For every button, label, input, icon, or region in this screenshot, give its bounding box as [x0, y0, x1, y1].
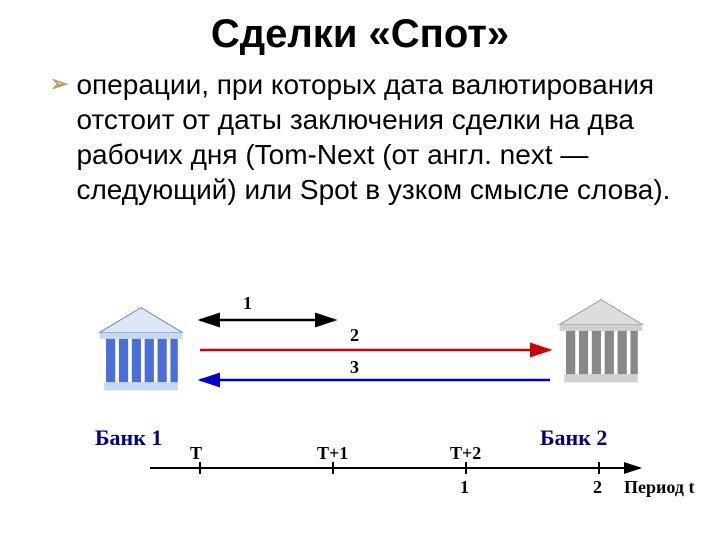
bullet-text: операции, при которых дата валютирования… — [76, 67, 680, 207]
bullet-marker: ➢ — [50, 67, 68, 97]
bottom-1: 1 — [460, 477, 469, 498]
bottom-2: 2 — [593, 477, 602, 498]
arrow3-label: 3 — [350, 357, 359, 378]
bank2-label: Банк 2 — [540, 425, 607, 451]
bullet-block: ➢ операции, при которых дата валютирован… — [0, 57, 720, 207]
arrows-svg — [0, 295, 720, 535]
bank1-label: Банк 1 — [95, 425, 162, 451]
page-title: Сделки «Спот» — [0, 0, 720, 57]
arrow2-label: 2 — [350, 325, 359, 346]
arrow1-label: 1 — [243, 293, 252, 314]
tick-T: T — [190, 443, 202, 464]
tick-T2: T+2 — [450, 443, 481, 464]
tick-T1: T+1 — [317, 443, 348, 464]
diagram-area: 1 2 3 Банк 1 Банк 2 T T+1 T+2 1 2 Период… — [0, 295, 720, 535]
period-label: Период t — [624, 477, 694, 498]
